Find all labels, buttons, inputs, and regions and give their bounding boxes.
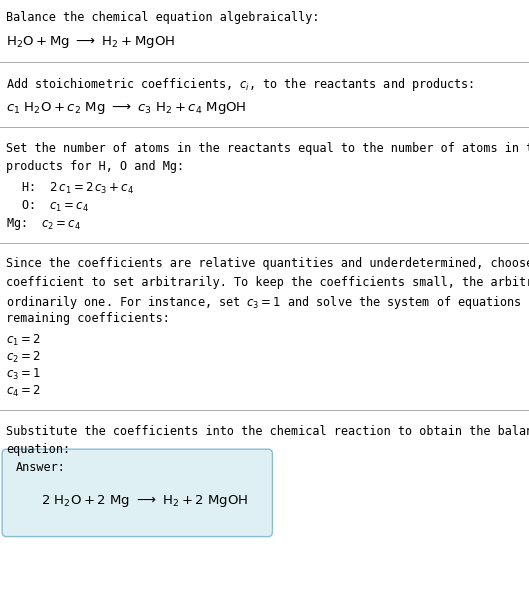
Text: coefficient to set arbitrarily. To keep the coefficients small, the arbitrary va: coefficient to set arbitrarily. To keep … xyxy=(6,276,529,288)
Text: Add stoichiometric coefficients, $c_i$, to the reactants and products:: Add stoichiometric coefficients, $c_i$, … xyxy=(6,76,475,93)
Text: H:  $2\,c_1 = 2\,c_3 + c_4$: H: $2\,c_1 = 2\,c_3 + c_4$ xyxy=(21,181,134,196)
Text: ordinarily one. For instance, set $c_3 = 1$ and solve the system of equations fo: ordinarily one. For instance, set $c_3 =… xyxy=(6,294,529,311)
Text: remaining coefficients:: remaining coefficients: xyxy=(6,312,170,325)
Text: Set the number of atoms in the reactants equal to the number of atoms in the: Set the number of atoms in the reactants… xyxy=(6,142,529,155)
Text: $c_1 = 2$: $c_1 = 2$ xyxy=(6,333,41,348)
Text: $c_2 = 2$: $c_2 = 2$ xyxy=(6,350,41,365)
Text: $2\ \mathsf{H_2O + 2\ Mg \ \longrightarrow \ H_2 + 2\ MgOH}$: $2\ \mathsf{H_2O + 2\ Mg \ \longrightarr… xyxy=(41,493,248,509)
Text: $c_4 = 2$: $c_4 = 2$ xyxy=(6,384,41,399)
Text: products for H, O and Mg:: products for H, O and Mg: xyxy=(6,160,185,173)
Text: O:  $c_1 = c_4$: O: $c_1 = c_4$ xyxy=(21,198,89,214)
Text: Substitute the coefficients into the chemical reaction to obtain the balanced: Substitute the coefficients into the che… xyxy=(6,425,529,438)
Text: Mg:  $c_2 = c_4$: Mg: $c_2 = c_4$ xyxy=(6,216,81,232)
Text: $c_3 = 1$: $c_3 = 1$ xyxy=(6,367,41,382)
Text: equation:: equation: xyxy=(6,443,70,456)
Text: $\mathsf{H_2O + Mg \ \longrightarrow \ H_2 + MgOH}$: $\mathsf{H_2O + Mg \ \longrightarrow \ H… xyxy=(6,34,176,50)
Text: Balance the chemical equation algebraically:: Balance the chemical equation algebraica… xyxy=(6,11,320,24)
Text: Since the coefficients are relative quantities and underdetermined, choose a: Since the coefficients are relative quan… xyxy=(6,257,529,270)
FancyBboxPatch shape xyxy=(2,449,272,537)
Text: Answer:: Answer: xyxy=(16,461,66,474)
Text: $c_1\ \mathsf{H_2O} + c_2\ \mathsf{Mg} \ \longrightarrow \ c_3\ \mathsf{H_2} + c: $c_1\ \mathsf{H_2O} + c_2\ \mathsf{Mg} \… xyxy=(6,100,247,115)
